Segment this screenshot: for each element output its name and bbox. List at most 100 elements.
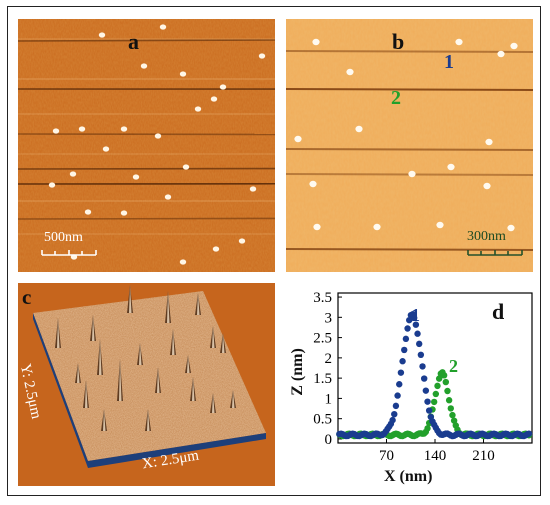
spike-highlight xyxy=(172,329,175,355)
series-label-2: 2 xyxy=(449,356,458,376)
spike-highlight xyxy=(99,339,102,375)
particles xyxy=(48,24,266,265)
particle xyxy=(102,146,110,152)
series-2-point xyxy=(432,390,440,398)
particle xyxy=(52,128,60,134)
particle xyxy=(485,138,493,146)
series-2-point xyxy=(450,417,458,424)
afm-image-b-canvas xyxy=(286,19,533,272)
particle xyxy=(179,259,187,265)
series-2-point xyxy=(442,378,450,386)
series-2-point xyxy=(449,411,456,419)
front-side-wall xyxy=(88,433,266,468)
series-1-point xyxy=(389,416,396,424)
particle xyxy=(140,63,148,69)
scan-line xyxy=(286,248,533,251)
particle-marker-1: 1 xyxy=(444,51,454,73)
series-1-point xyxy=(399,358,406,365)
particle xyxy=(78,126,86,132)
particle xyxy=(154,133,162,139)
series-1-point xyxy=(392,402,400,410)
chart-series xyxy=(336,311,533,440)
series-1-point xyxy=(401,346,408,354)
series-2-point xyxy=(445,397,453,404)
particle xyxy=(313,223,321,231)
particle xyxy=(408,170,416,178)
x-tick-label: 70 xyxy=(379,448,394,464)
particle xyxy=(48,182,56,188)
particle xyxy=(346,68,354,76)
scan-line xyxy=(286,88,533,91)
series-1-point xyxy=(411,314,418,322)
particle xyxy=(132,174,140,180)
y-tick-label: 0.5 xyxy=(313,412,332,428)
spike-highlight xyxy=(157,367,160,393)
scan-line xyxy=(18,217,275,220)
particle xyxy=(69,171,77,177)
series-2-point xyxy=(424,425,431,432)
particle xyxy=(98,32,106,38)
scan-line xyxy=(286,148,533,151)
height-profile-chart-d: 0 0.5 1 1.5 2 2.5 3 3.5 70 140 210 d 1 2 Z (nm) X … xyxy=(286,283,536,493)
spike-highlight xyxy=(167,291,170,323)
scale-bar xyxy=(41,250,97,256)
particle-spikes xyxy=(55,285,236,431)
series-2-point xyxy=(444,387,451,395)
afm-image-a-canvas xyxy=(18,19,275,272)
scan-line xyxy=(18,39,275,42)
series-1-point xyxy=(416,340,423,348)
panel-label-b: b xyxy=(392,29,405,54)
particle xyxy=(447,163,455,171)
left-side-wall xyxy=(33,313,88,468)
afm-image-b: b 1 2 300nm xyxy=(286,19,533,272)
series-1-point xyxy=(406,316,413,324)
series-2-point xyxy=(435,375,443,382)
particle xyxy=(294,135,302,143)
spike-highlight xyxy=(77,363,80,383)
y-tick-label: 3.5 xyxy=(313,290,332,306)
particle xyxy=(120,126,128,132)
y-tick-label: 3 xyxy=(325,310,333,326)
spike-highlight xyxy=(85,380,88,408)
spike-highlight xyxy=(57,318,60,348)
scan-line-stripes xyxy=(18,38,275,235)
series-2-point xyxy=(447,405,454,412)
particle xyxy=(455,38,463,46)
series-1-point xyxy=(402,335,410,343)
y-tick-label: 1 xyxy=(325,391,333,407)
afm-3d-canvas xyxy=(33,285,266,468)
scale-bar-label-a: 500nm xyxy=(44,230,83,245)
spike-highlight xyxy=(212,326,215,348)
particle xyxy=(212,246,220,252)
series-1-point xyxy=(417,351,425,359)
panel-label-d: d xyxy=(492,299,505,324)
series-1-point xyxy=(391,410,398,418)
afm-3d-view-c: c Y: 2.5μm X: 2.5μm xyxy=(18,283,275,486)
series-1-point xyxy=(396,381,403,388)
spike-highlight xyxy=(119,359,122,401)
particle-marker-2: 2 xyxy=(391,87,401,109)
y-tick-label: 2.5 xyxy=(313,331,332,347)
chart-canvas: 0 0.5 1 1.5 2 2.5 3 3.5 70 140 210 xyxy=(313,290,533,464)
spike-highlight xyxy=(103,409,106,431)
series-1-point xyxy=(404,325,411,332)
afm-image-a: a 500nm xyxy=(18,19,275,272)
particle xyxy=(436,221,444,229)
chart-axes: 0 0.5 1 1.5 2 2.5 3 3.5 70 140 210 xyxy=(313,290,533,464)
series-1-point xyxy=(414,330,421,337)
series-1-point xyxy=(397,369,405,376)
series-1-point xyxy=(412,321,420,328)
particle xyxy=(373,223,381,231)
particle xyxy=(182,164,190,170)
particle xyxy=(84,209,92,215)
series-1-point xyxy=(420,375,428,382)
y-tick-label: 1.5 xyxy=(313,371,332,387)
particle xyxy=(249,186,257,192)
spike-highlight xyxy=(129,285,132,313)
spike-highlight xyxy=(192,377,195,401)
particle xyxy=(312,38,320,46)
spike-highlight xyxy=(222,333,225,353)
particle xyxy=(309,180,317,188)
spike-highlight xyxy=(139,343,142,365)
spike-highlight xyxy=(92,315,95,341)
